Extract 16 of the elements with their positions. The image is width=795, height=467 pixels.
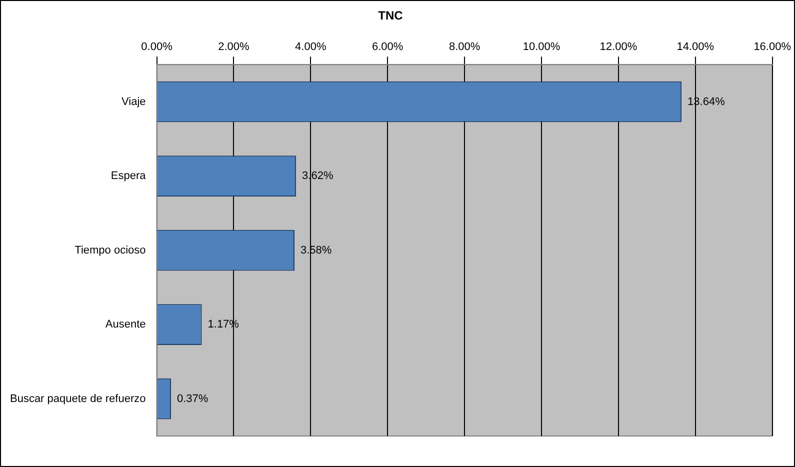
y-tick-label: Tiempo ocioso xyxy=(74,244,146,256)
y-tick-label: Buscar paquete de refuerzo xyxy=(10,392,146,405)
chart-title: TNC xyxy=(378,8,404,23)
x-tick-label: 12.00% xyxy=(600,41,638,54)
x-tick-label: 0.00% xyxy=(141,41,173,54)
y-tick-label: Viaje xyxy=(121,96,146,108)
data-label: 0.37% xyxy=(176,392,208,405)
x-tick-label: 6.00% xyxy=(372,41,404,54)
y-tick-label: Espera xyxy=(110,170,147,182)
x-tick-label: 16.00% xyxy=(754,41,792,54)
x-tick-label: 10.00% xyxy=(522,41,560,54)
x-tick-label: 8.00% xyxy=(448,41,480,54)
x-tick-label: 2.00% xyxy=(218,41,250,54)
x-tick-label: 4.00% xyxy=(295,41,326,54)
y-tick-label: Ausente xyxy=(105,318,146,331)
x-tick-label: 14.00% xyxy=(676,41,714,54)
